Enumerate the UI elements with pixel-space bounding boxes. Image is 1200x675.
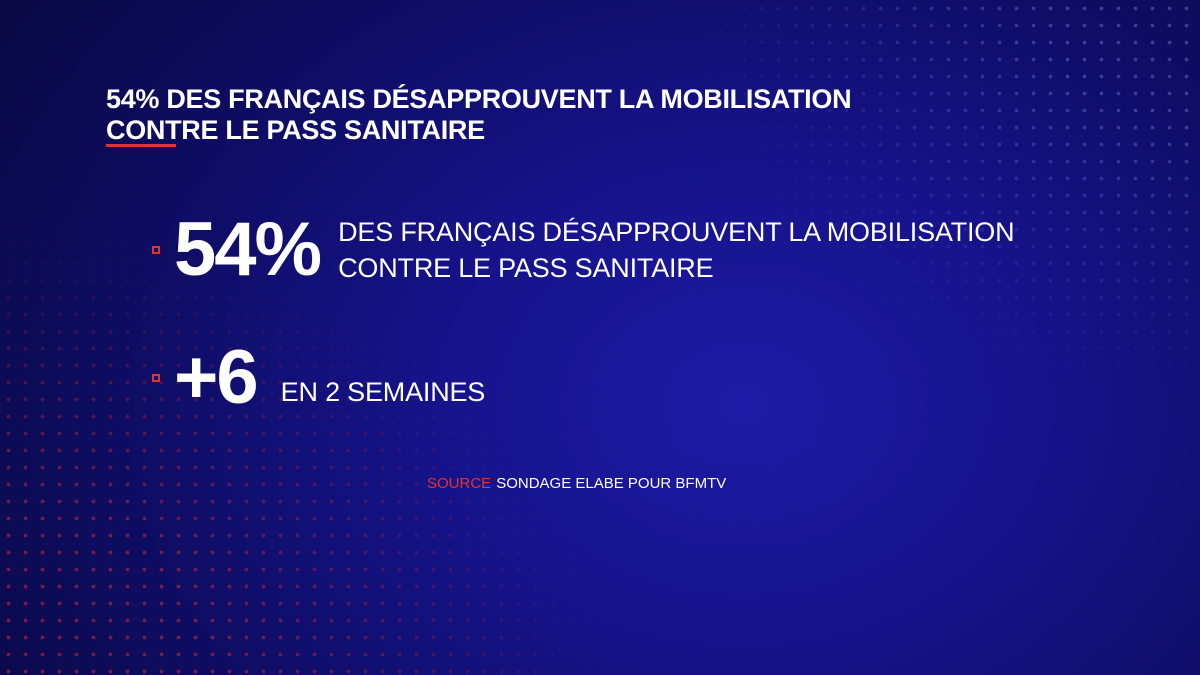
stat-description-line-1: DES FRANÇAIS DÉSAPPROUVENT LA MOBILISATI…: [338, 217, 1015, 247]
stat-value: +6: [174, 335, 259, 420]
stat-description: DES FRANÇAIS DÉSAPPROUVENT LA MOBILISATI…: [338, 214, 1014, 286]
square-bullet-icon: [152, 374, 160, 382]
stat-description-line-2: CONTRE LE PASS SANITAIRE: [338, 253, 714, 283]
blue-dot-pattern: [600, 0, 1200, 420]
stat-value: 54%: [174, 207, 322, 292]
page-title: 54% DES FRANÇAIS DÉSAPPROUVENT LA MOBILI…: [106, 84, 852, 146]
stat-item-approval: 54% DES FRANÇAIS DÉSAPPROUVENT LA MOBILI…: [152, 207, 1015, 292]
stat-item-change: +6 EN 2 SEMAINES: [152, 340, 485, 416]
source-label: SOURCE: [427, 475, 492, 492]
source-text: SONDAGE ELABE POUR BFMTV: [496, 475, 727, 492]
title-line-2: CONTRE LE PASS SANITAIRE: [106, 115, 485, 145]
source-credit: SOURCE SONDAGE ELABE POUR BFMTV: [427, 475, 726, 493]
title-underline: [106, 144, 176, 147]
square-bullet-icon: [152, 246, 160, 254]
stat-description: EN 2 SEMAINES: [280, 377, 486, 407]
title-line-1: 54% DES FRANÇAIS DÉSAPPROUVENT LA MOBILI…: [106, 84, 852, 114]
